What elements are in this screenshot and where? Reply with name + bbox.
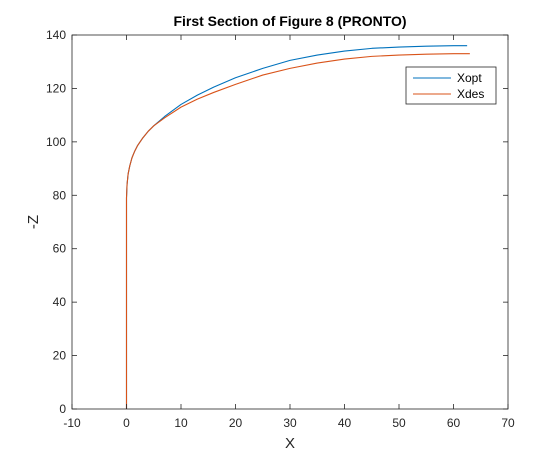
- plot-area-frame: [71, 34, 509, 410]
- legend: Xopt Xdes: [405, 66, 497, 105]
- series-line-xdes: [125, 53, 470, 409]
- legend-label-xopt: Xopt: [457, 71, 482, 85]
- y-tick-label: 140: [46, 28, 66, 42]
- y-axis-label: -Z: [25, 215, 42, 229]
- x-tick-label: 70: [501, 416, 515, 430]
- y-tick-label: 40: [53, 295, 67, 309]
- x-tick-label: 20: [229, 416, 243, 430]
- legend-box: [405, 66, 497, 105]
- y-tick-label: 120: [46, 81, 66, 95]
- y-tick-label: 80: [53, 188, 67, 202]
- chart-title: First Section of Figure 8 (PRONTO): [173, 13, 406, 29]
- x-tick-label: 0: [123, 416, 130, 430]
- x-tick-label: 40: [338, 416, 352, 430]
- x-tick-label: 30: [283, 416, 297, 430]
- series-layer: [125, 45, 470, 409]
- y-tick-label: 20: [53, 349, 67, 363]
- y-tick-label: 60: [53, 242, 67, 256]
- x-axis-label: X: [285, 435, 295, 452]
- x-tick-label: 60: [447, 416, 461, 430]
- x-tick-label: 50: [392, 416, 406, 430]
- x-tick-label: -10: [63, 416, 81, 430]
- legend-label-xdes: Xdes: [457, 87, 484, 101]
- x-tick-label: 10: [174, 416, 188, 430]
- y-tick-label: 0: [59, 402, 66, 416]
- y-tick-label: 100: [46, 135, 66, 149]
